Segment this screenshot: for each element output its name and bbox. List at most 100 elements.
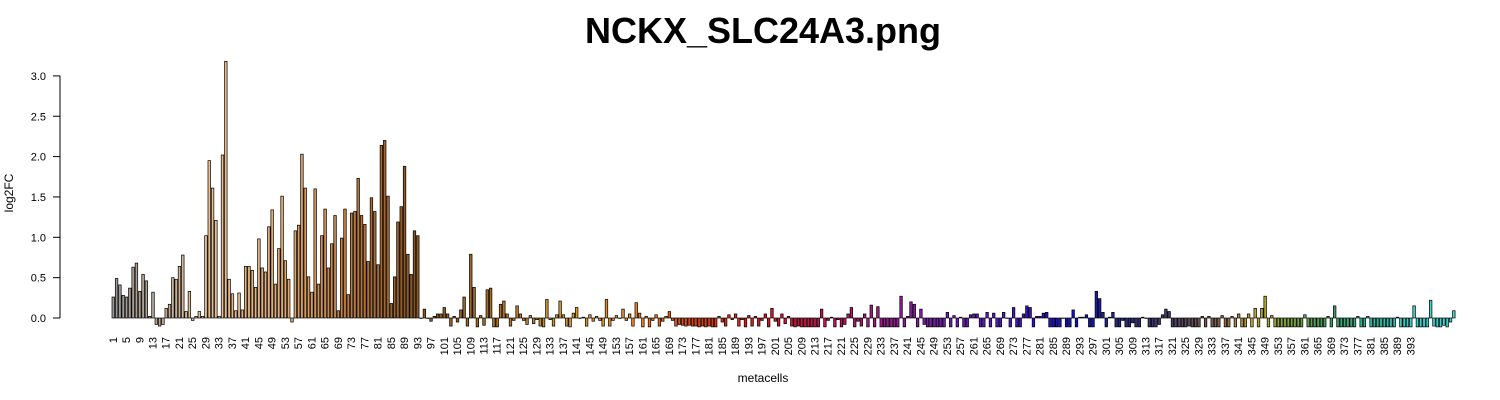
bar-187 [727,314,731,319]
bar-252 [942,317,946,328]
bar-83 [383,140,387,319]
bar-300 [1101,312,1105,319]
bar-232 [876,306,880,319]
bar-237 [892,317,897,328]
bar-399 [1429,299,1433,319]
bar-30 [207,160,211,319]
bar-383 [1376,317,1380,328]
bar-88 [399,206,403,319]
bar-325 [1184,317,1188,328]
x-tick-label: 393 [1405,337,1417,355]
bar-171 [674,317,678,327]
bar-397 [1422,317,1426,328]
bar-239 [899,295,903,319]
bar-95 [422,308,427,319]
bar-296 [1088,317,1092,328]
x-tick-label: 69 [333,337,345,349]
bar-249 [932,317,936,328]
bar-67 [330,243,334,319]
bar-337 [1223,317,1228,328]
bar-373 [1342,317,1347,328]
bar-365 [1316,317,1320,328]
bar-101 [442,307,446,319]
x-tick-label: 333 [1207,337,1219,355]
bar-74 [353,211,357,319]
bar-321 [1170,317,1175,328]
bar-229 [866,317,870,328]
bar-235 [886,317,890,328]
bar-167 [661,317,665,322]
bar-112 [479,315,483,319]
x-tick-label: 1 [108,337,120,343]
bar-164 [651,317,655,321]
bar-104 [452,316,456,319]
x-tick-label: 293 [1074,337,1086,355]
bar-298 [1094,291,1098,319]
bar-315 [1150,317,1155,328]
x-tick-label: 25 [187,337,199,349]
x-tick-label: 229 [862,337,874,355]
bar-236 [889,317,893,328]
bar-160 [637,312,642,319]
bar-89 [402,165,407,319]
bar-391 [1402,317,1406,328]
bar-398 [1425,317,1429,328]
bar-349 [1263,295,1267,319]
bar-245 [919,308,923,319]
bar-125 [522,317,526,321]
bar-145 [588,314,592,319]
bar-261 [972,313,976,319]
bar-385 [1382,317,1386,328]
bar-401 [1435,317,1439,328]
bar-287 [1058,317,1062,328]
bar-182 [710,317,715,328]
x-tick-label: 241 [902,337,914,355]
x-tick-label: 85 [386,337,398,349]
bar-158 [631,317,635,327]
bar-216 [823,317,827,328]
bar-53 [283,260,288,319]
bar-137 [561,314,566,319]
bar-103 [449,317,453,327]
x-tick-label: 57 [293,337,305,349]
bar-387 [1389,317,1393,328]
bar-190 [737,317,741,327]
bar-211 [806,317,810,328]
bar-180 [704,317,708,328]
bar-146 [591,317,595,322]
bar-138 [565,317,569,327]
bar-178 [697,317,701,328]
bar-336 [1220,315,1224,319]
bar-90 [406,253,410,319]
bar-7 [131,266,135,319]
x-tick-label: 313 [1141,337,1153,355]
bar-331 [1203,317,1208,328]
bar-259 [965,317,969,328]
bar-93 [416,235,420,319]
x-tick-label: 325 [1180,337,1192,355]
bar-333 [1210,317,1214,328]
bar-36 [227,278,231,319]
x-tick-label: 137 [558,337,570,355]
x-tick-label: 17 [161,337,173,349]
bar-394 [1412,305,1416,319]
bar-374 [1346,317,1350,328]
bar-400 [1432,317,1436,327]
y-tick-label: 2.0 [31,152,46,164]
bar-388 [1392,317,1396,328]
bar-17 [164,307,168,319]
x-tick-label: 341 [1233,337,1245,355]
bar-370 [1333,305,1337,319]
bar-278 [1028,307,1032,319]
bar-82 [379,144,384,319]
bar-23 [184,311,188,319]
bar-344 [1246,313,1251,319]
x-tick-label: 117 [492,337,504,355]
bar-256 [955,317,959,328]
x-tick-label: 289 [1061,337,1073,355]
bar-189 [733,313,738,319]
x-tick-label: 133 [545,337,557,355]
bar-243 [912,303,916,319]
bar-115 [488,287,493,319]
bar-206 [790,317,794,327]
